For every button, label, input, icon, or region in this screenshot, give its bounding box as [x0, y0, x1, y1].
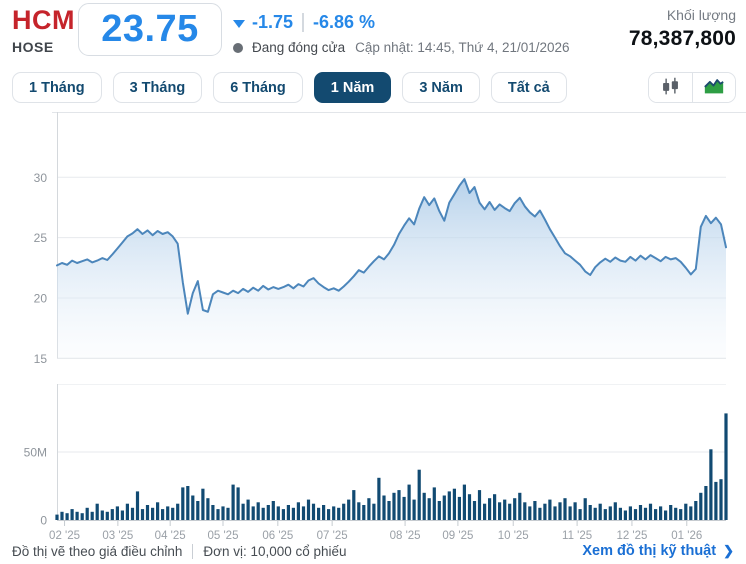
unit-note: Đơn vị: 10,000 cổ phiếu — [203, 543, 347, 559]
last-updated: Cập nhật: 14:45, Thứ 4, 21/01/2026 — [355, 40, 570, 55]
arrow-down-icon — [233, 19, 245, 28]
volume-label: Khối lượng — [666, 7, 736, 23]
svg-text:05 '25: 05 '25 — [208, 530, 239, 542]
price-volume-chart[interactable]: 15 20 25 30 0 50M 02 '25 03 '25 04 '25 05 '25 06 '… — [0, 112, 746, 546]
tab-5[interactable]: 3 Năm — [402, 72, 480, 103]
svg-text:50M: 50M — [24, 446, 47, 460]
svg-text:02 '25: 02 '25 — [49, 530, 80, 542]
candlestick-chart-icon — [660, 76, 681, 100]
tab-3[interactable]: 6 Tháng — [213, 72, 303, 103]
status-dot-icon — [233, 42, 243, 53]
svg-text:08 '25: 08 '25 — [390, 530, 421, 542]
technical-chart-link[interactable]: Xem đồ thị kỹ thuật ❯ — [582, 543, 734, 559]
area-chart-button[interactable] — [692, 73, 735, 102]
chart-type-switcher — [648, 72, 736, 103]
svg-text:11 '25: 11 '25 — [562, 530, 592, 542]
volume-value: 78,387,800 — [628, 27, 736, 50]
price-change-percent: -6.86 % — [313, 12, 376, 32]
adjusted-price-note: Đồ thị vẽ theo giá điều chỉnh — [12, 543, 183, 559]
svg-text:03 '25: 03 '25 — [102, 530, 133, 542]
svg-text:20: 20 — [34, 291, 48, 305]
current-price-box: 23.75 — [78, 3, 222, 56]
tab-6[interactable]: Tất cả — [490, 72, 567, 103]
candlestick-chart-button[interactable] — [649, 73, 692, 102]
tab-4[interactable]: 1 Năm — [313, 72, 392, 103]
tab-1[interactable]: 1 Tháng — [12, 72, 102, 103]
svg-text:01 '26: 01 '26 — [671, 530, 702, 542]
svg-text:12 '25: 12 '25 — [616, 530, 647, 542]
market-status: Đang đóng cửa — [252, 40, 346, 55]
price-change: -1.75 — [252, 12, 294, 32]
period-tabs: 1 Tháng 3 Tháng 6 Tháng 1 Năm 3 Năm Tất cả — [12, 72, 567, 103]
svg-text:15: 15 — [34, 352, 48, 366]
current-price: 23.75 — [101, 8, 199, 50]
svg-text:25: 25 — [34, 231, 48, 245]
svg-text:30: 30 — [34, 171, 48, 185]
change-divider — [302, 13, 305, 32]
exchange-label: HOSE — [12, 39, 54, 55]
technical-chart-link-label: Xem đồ thị kỹ thuật — [582, 543, 717, 559]
svg-text:10 '25: 10 '25 — [498, 530, 529, 542]
footer: Đồ thị vẽ theo giá điều chỉnh Đơn vị: 10… — [0, 543, 746, 559]
area-chart-icon — [703, 75, 725, 100]
svg-text:09 '25: 09 '25 — [442, 530, 473, 542]
svg-text:0: 0 — [40, 514, 47, 528]
svg-text:07 '25: 07 '25 — [317, 530, 348, 542]
tab-2[interactable]: 3 Tháng — [112, 72, 203, 103]
price-change-row: -1.75 -6.86 % — [233, 12, 375, 33]
stock-symbol: HCM — [12, 5, 75, 35]
svg-text:04 '25: 04 '25 — [155, 530, 186, 542]
market-status-row: Đang đóng cửa Cập nhật: 14:45, Thứ 4, 21… — [233, 40, 570, 55]
svg-text:06 '25: 06 '25 — [262, 530, 293, 542]
footer-divider — [192, 543, 194, 559]
symbol-block: HCM HOSE — [12, 5, 75, 55]
volume-block: Khối lượng 78,387,800 — [629, 7, 736, 51]
chevron-right-icon: ❯ — [723, 543, 734, 558]
